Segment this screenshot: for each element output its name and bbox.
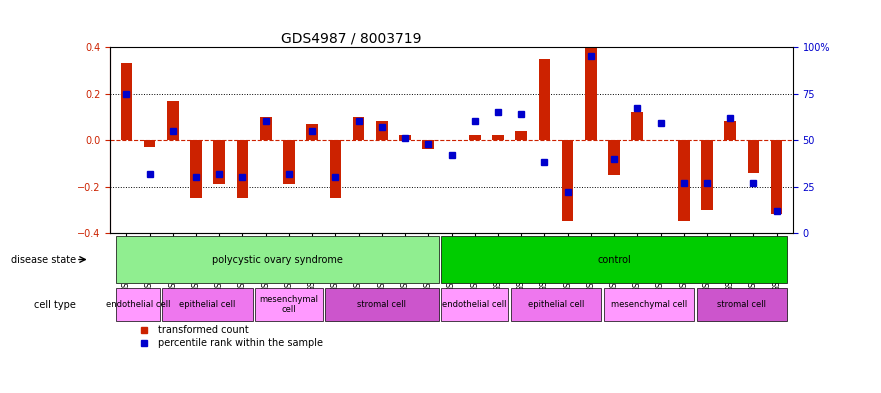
Bar [515,131,527,140]
Bar [376,121,388,140]
Text: stromal cell: stromal cell [717,300,766,309]
Bar [260,117,271,140]
Bar [190,140,202,198]
FancyBboxPatch shape [255,288,322,321]
Bar [352,117,365,140]
Bar [469,136,480,140]
Bar [307,124,318,140]
Bar [608,140,620,175]
Text: polycystic ovary syndrome: polycystic ovary syndrome [212,255,343,264]
FancyBboxPatch shape [697,288,787,321]
Text: endothelial cell: endothelial cell [106,300,170,309]
Bar [283,140,295,184]
Bar [585,0,596,140]
Bar [678,140,690,221]
Text: endothelial cell: endothelial cell [442,300,507,309]
Text: control: control [597,255,631,264]
Bar [144,140,155,147]
Bar [329,140,341,198]
FancyBboxPatch shape [116,288,160,321]
FancyBboxPatch shape [116,236,439,283]
Text: disease state: disease state [11,255,76,264]
Bar [121,63,132,140]
Text: mesenchymal
cell: mesenchymal cell [259,295,318,314]
Text: percentile rank within the sample: percentile rank within the sample [158,338,323,348]
Text: cell type: cell type [34,299,76,310]
Bar [701,140,713,210]
Bar [562,140,574,221]
Text: GDS4987 / 8003719: GDS4987 / 8003719 [281,32,421,46]
FancyBboxPatch shape [511,288,602,321]
FancyBboxPatch shape [441,288,508,321]
FancyBboxPatch shape [325,288,439,321]
Bar [538,59,551,140]
FancyBboxPatch shape [441,236,787,283]
FancyBboxPatch shape [603,288,694,321]
Text: transformed count: transformed count [158,325,248,335]
FancyBboxPatch shape [162,288,253,321]
Bar [237,140,248,198]
Bar [423,140,434,149]
Bar [724,121,736,140]
Bar [167,101,179,140]
Text: stromal cell: stromal cell [358,300,406,309]
Text: mesenchymal cell: mesenchymal cell [611,300,687,309]
Bar [399,136,411,140]
Bar [632,112,643,140]
Text: epithelial cell: epithelial cell [528,300,584,309]
Text: epithelial cell: epithelial cell [180,300,236,309]
Bar [213,140,225,184]
Bar [771,140,782,215]
Bar [748,140,759,173]
Bar [492,136,504,140]
